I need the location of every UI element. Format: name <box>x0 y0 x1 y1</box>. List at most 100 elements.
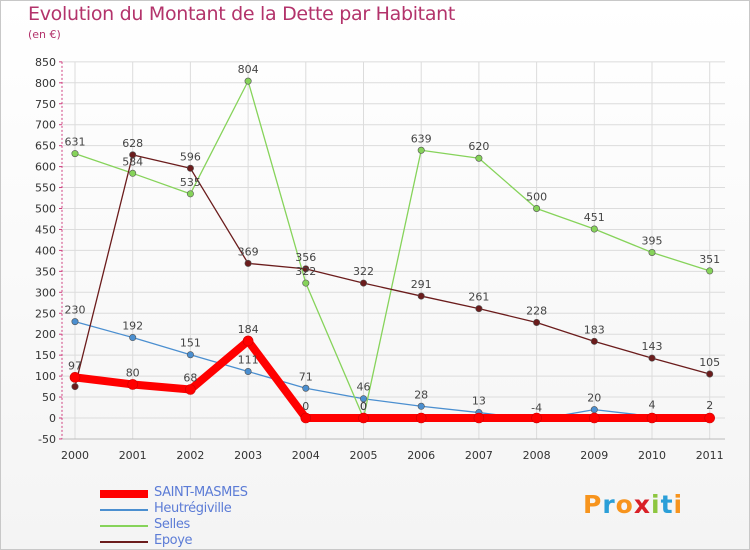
data-label: 0 <box>302 400 309 413</box>
data-label: 351 <box>699 253 720 266</box>
y-tick-label: 600 <box>35 161 56 174</box>
legend-label: Heutrégiville <box>154 501 232 516</box>
data-label: 451 <box>584 211 605 224</box>
data-label: 105 <box>699 356 720 369</box>
data-point <box>244 259 252 267</box>
legend-swatch <box>100 541 148 543</box>
x-tick-label: 2006 <box>407 449 435 462</box>
logo-letter: i <box>673 490 684 519</box>
y-tick-label: 550 <box>35 182 56 195</box>
y-tick-label: 500 <box>35 203 56 216</box>
legend-item: Selles <box>100 517 330 534</box>
x-tick-label: 2003 <box>234 449 262 462</box>
data-point <box>129 151 137 159</box>
data-label: 639 <box>411 132 432 145</box>
data-point <box>417 292 425 300</box>
data-label: 356 <box>295 251 316 264</box>
data-point <box>533 205 541 213</box>
data-label: 20 <box>587 392 601 405</box>
data-point <box>704 412 716 424</box>
data-label: 2 <box>706 399 713 412</box>
data-label: 322 <box>295 265 316 278</box>
x-tick-label: 2001 <box>119 449 147 462</box>
logo-letter: x <box>633 490 651 519</box>
series-line-heutrégiville <box>74 320 711 421</box>
y-tick-label: 300 <box>35 286 56 299</box>
data-label: 192 <box>122 320 143 333</box>
data-label: 395 <box>642 234 663 247</box>
data-label: 369 <box>238 245 259 258</box>
data-point <box>71 150 79 158</box>
data-label: 584 <box>122 155 143 168</box>
data-point <box>415 412 427 424</box>
legend-item: Heutrégiville <box>100 501 330 518</box>
data-point <box>417 402 425 410</box>
logo-letter: t <box>660 490 674 519</box>
legend-swatch <box>100 490 148 498</box>
data-point <box>358 412 369 424</box>
data-label: 184 <box>238 323 259 336</box>
logo-letter: i <box>651 490 661 519</box>
data-point <box>244 367 252 375</box>
data-label: 228 <box>526 304 547 317</box>
x-tick-label: 2002 <box>176 449 204 462</box>
y-tick-label: -50 <box>38 433 56 446</box>
data-label: 183 <box>584 323 605 336</box>
data-point <box>648 248 656 256</box>
legend-swatch <box>100 509 148 511</box>
data-label: 4 <box>649 398 656 411</box>
y-tick-label: 800 <box>35 77 56 90</box>
data-point <box>129 334 137 342</box>
data-label: 500 <box>526 191 547 204</box>
legend-swatch <box>100 525 148 527</box>
data-point <box>533 318 541 326</box>
data-point <box>242 335 254 347</box>
x-tick-label: 2004 <box>292 449 320 462</box>
data-label: 151 <box>180 337 201 350</box>
logo-letter: o <box>615 490 634 519</box>
proxiti-logo: Proxiti <box>583 490 683 519</box>
y-tick-label: 50 <box>42 391 56 404</box>
data-label: 143 <box>642 340 663 353</box>
x-tick-label: 2010 <box>638 449 666 462</box>
series-line-epoye <box>74 154 711 388</box>
y-tick-label: 850 <box>35 56 56 69</box>
y-tick-label: 450 <box>35 223 56 236</box>
y-tick-label: 0 <box>49 412 56 425</box>
data-label: 535 <box>180 176 201 189</box>
data-label: -4 <box>531 402 542 415</box>
legend-item: Epoye <box>100 533 330 550</box>
y-tick-label: 350 <box>35 265 56 278</box>
data-label: 631 <box>65 136 86 149</box>
data-point <box>129 169 137 177</box>
logo-letter: P <box>583 490 603 519</box>
x-tick-label: 2007 <box>465 449 493 462</box>
y-tick-label: 250 <box>35 307 56 320</box>
data-point <box>186 190 194 198</box>
data-label: 291 <box>411 278 432 291</box>
data-label: 628 <box>122 137 143 150</box>
legend: SAINT-MASMES Heutrégiville Selles Epoye <box>100 485 330 550</box>
x-tick-label: 2009 <box>580 449 608 462</box>
data-label: 13 <box>472 395 486 408</box>
data-label: 111 <box>238 353 259 366</box>
x-tick-label: 2000 <box>61 449 89 462</box>
data-label: 28 <box>414 388 428 401</box>
logo-letter: r <box>602 490 616 519</box>
data-point <box>302 265 310 273</box>
data-point <box>590 225 598 233</box>
data-label: 80 <box>126 366 140 379</box>
data-label: 46 <box>357 381 371 394</box>
data-point <box>590 406 598 414</box>
data-label: 0 <box>360 400 367 413</box>
y-tick-label: 700 <box>35 119 56 132</box>
y-tick-label: 150 <box>35 349 56 362</box>
x-tick-label: 2008 <box>523 449 551 462</box>
legend-item: SAINT-MASMES <box>100 485 330 502</box>
data-point <box>186 351 194 359</box>
data-point <box>475 154 483 162</box>
data-point <box>590 337 598 345</box>
chart-unit: (en €) <box>28 28 61 41</box>
